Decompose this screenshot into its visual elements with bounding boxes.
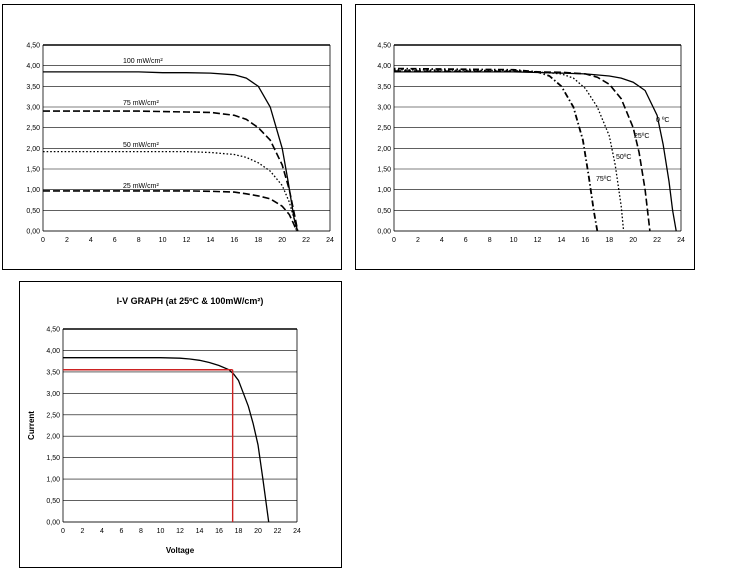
series-curve-2	[43, 150, 298, 232]
x-tick-label-12: 24	[326, 237, 334, 244]
y-tick-label-8: 4,00	[377, 63, 391, 70]
irradiance-chart-svg: 0,00 0,50 1,00 1,50 2,00 2,50 3,00 3,50 4,00 4,50…	[26, 43, 334, 245]
y-tick-label-2: 1,00	[46, 477, 60, 484]
x-axis-title: Voltage	[166, 546, 195, 555]
x-tick-label-3: 6	[464, 237, 468, 244]
x-tick-label-8: 16	[581, 237, 589, 244]
y-tick-label-8: 4,00	[26, 63, 40, 70]
y-tick-label-9: 4,50	[26, 43, 40, 50]
x-tick-label-1: 2	[416, 237, 420, 244]
series-label-3: 75ºC	[596, 176, 611, 183]
x-tick-label-10: 20	[629, 237, 637, 244]
series-label-0: 0 ºC	[656, 117, 669, 124]
x-tick-label-1: 2	[65, 237, 69, 244]
series-label-1: 75 mW/cm²	[123, 100, 159, 107]
series-label-1: 25ºC	[634, 133, 649, 140]
series-curve-2	[393, 69, 625, 232]
x-tick-label-6: 12	[183, 237, 191, 244]
x-tick-label-0: 0	[392, 237, 396, 244]
y-axis-title: Current	[27, 411, 36, 440]
chart-panel-iv-graph: 0,00 0,50 1,00 1,50 2,00 2,50 3,00 3,50 4,00 4,50…	[19, 281, 342, 568]
y-tick-label-9: 4,50	[46, 327, 60, 334]
series-curve-0	[43, 71, 299, 232]
x-tick-label-4: 8	[488, 237, 492, 244]
x-tick-label-9: 18	[605, 237, 613, 244]
series-label-0: 100 mW/cm²	[123, 58, 163, 65]
series-curve-0	[394, 71, 677, 232]
y-tick-label-1: 0,50	[377, 208, 391, 215]
x-tick-label-6: 12	[176, 528, 184, 535]
x-tick-label-5: 10	[159, 237, 167, 244]
y-tick-label-4: 2,00	[377, 146, 391, 153]
y-tick-label-0: 0,00	[46, 520, 60, 527]
chart-panel-temperature: 0,00 0,50 1,00 1,50 2,00 2,50 3,00 3,50 4,00 4,50…	[355, 4, 695, 270]
x-tick-label-0: 0	[61, 528, 65, 535]
x-tick-label-2: 4	[100, 528, 104, 535]
x-tick-label-8: 16	[215, 528, 223, 535]
x-tick-label-11: 22	[653, 237, 661, 244]
y-tick-label-3: 1,50	[46, 455, 60, 462]
y-tick-label-2: 1,00	[377, 187, 391, 194]
series-curve-0	[63, 357, 270, 523]
x-tick-label-4: 8	[137, 237, 141, 244]
y-tick-label-7: 3,50	[46, 369, 60, 376]
series-curve-1	[393, 70, 651, 232]
x-tick-label-2: 4	[440, 237, 444, 244]
x-tick-label-0: 0	[41, 237, 45, 244]
x-tick-label-2: 4	[89, 237, 93, 244]
x-tick-label-3: 6	[113, 237, 117, 244]
x-tick-label-4: 8	[139, 528, 143, 535]
x-tick-label-3: 6	[120, 528, 124, 535]
x-tick-label-5: 10	[157, 528, 165, 535]
y-tick-label-5: 2,50	[377, 125, 391, 132]
chart-panel-irradiance: 0,00 0,50 1,00 1,50 2,00 2,50 3,00 3,50 4,00 4,50…	[2, 4, 342, 270]
y-tick-label-3: 1,50	[377, 167, 391, 174]
y-tick-label-5: 2,50	[46, 412, 60, 419]
x-tick-label-1: 2	[81, 528, 85, 535]
x-tick-label-9: 18	[254, 237, 262, 244]
y-tick-label-6: 3,00	[377, 105, 391, 112]
series-label-3: 25 mW/cm²	[123, 183, 159, 190]
iv-chart-svg: 0,00 0,50 1,00 1,50 2,00 2,50 3,00 3,50 4,00 4,50…	[27, 296, 301, 555]
x-tick-label-12: 24	[677, 237, 685, 244]
x-tick-label-9: 18	[235, 528, 243, 535]
series-label-2: 50 mW/cm²	[123, 142, 159, 149]
y-tick-label-9: 4,50	[377, 43, 391, 50]
x-tick-label-10: 20	[254, 528, 262, 535]
y-tick-label-4: 2,00	[46, 434, 60, 441]
y-tick-label-8: 4,00	[46, 348, 60, 355]
y-tick-label-1: 0,50	[26, 208, 40, 215]
y-tick-label-0: 0,00	[377, 229, 391, 236]
x-tick-label-5: 10	[510, 237, 518, 244]
x-tick-label-10: 20	[278, 237, 286, 244]
series-curve-3	[43, 190, 298, 232]
y-tick-label-4: 2,00	[26, 146, 40, 153]
series-label-2: 50ºC	[616, 154, 631, 161]
x-tick-label-11: 22	[274, 528, 282, 535]
y-tick-label-2: 1,00	[26, 187, 40, 194]
x-tick-label-7: 14	[558, 237, 566, 244]
chart-title: I-V GRAPH (at 25ºC & 100mW/cm²)	[117, 296, 264, 306]
y-tick-label-1: 0,50	[46, 498, 60, 505]
y-tick-label-0: 0,00	[26, 229, 40, 236]
x-tick-label-7: 14	[196, 528, 204, 535]
x-tick-label-8: 16	[230, 237, 238, 244]
x-tick-label-7: 14	[207, 237, 215, 244]
series-curve-1	[43, 110, 299, 232]
series-curve-3	[393, 67, 599, 232]
y-tick-label-6: 3,00	[46, 391, 60, 398]
y-tick-label-7: 3,50	[377, 84, 391, 91]
y-tick-label-6: 3,00	[26, 105, 40, 112]
y-tick-label-5: 2,50	[26, 125, 40, 132]
temperature-chart-svg: 0,00 0,50 1,00 1,50 2,00 2,50 3,00 3,50 4,00 4,50…	[377, 43, 685, 245]
y-tick-label-3: 1,50	[26, 167, 40, 174]
x-tick-label-11: 22	[302, 237, 310, 244]
x-tick-label-6: 12	[534, 237, 542, 244]
x-tick-label-12: 24	[293, 528, 301, 535]
y-tick-label-7: 3,50	[26, 84, 40, 91]
